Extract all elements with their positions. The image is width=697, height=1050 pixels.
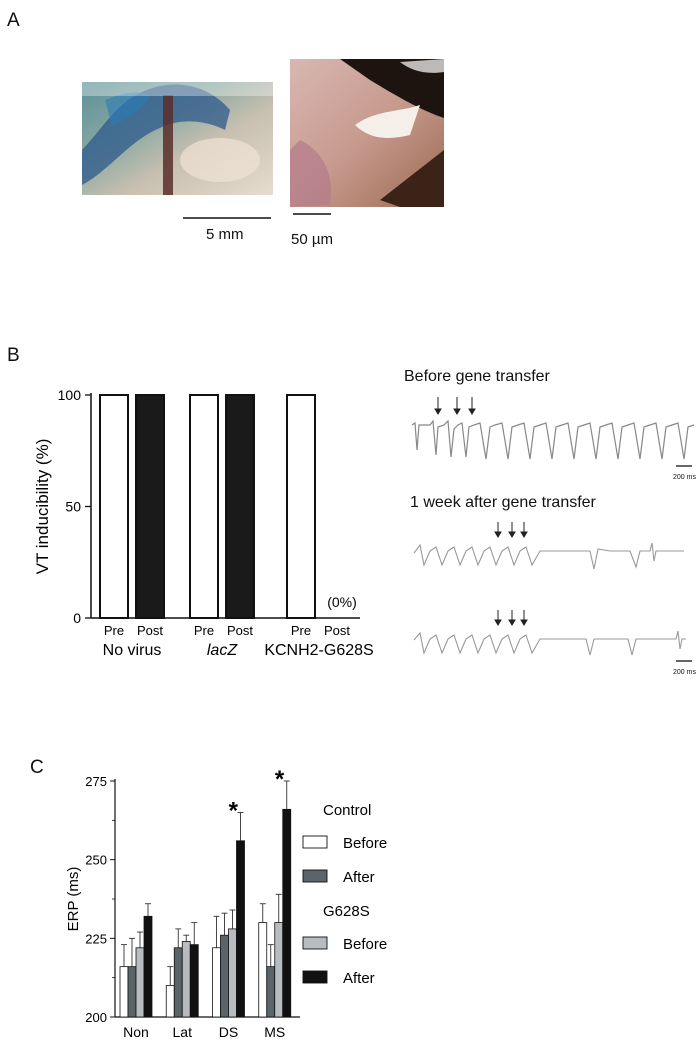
y-tick-label: 225 [85,931,107,946]
legend-label: After [343,970,375,987]
panel-b-label: B [7,345,20,366]
histology-photo [290,59,444,207]
bar [286,394,316,619]
annotation-zero: (0%) [327,594,357,610]
bar [189,944,199,1018]
y-tick-label: 250 [85,853,107,868]
legend-title: G628S [323,903,370,920]
category-label: Non [123,1024,149,1040]
down-arrows-bottom [494,610,528,626]
ecg-trace-before [411,419,695,460]
y-tick-label: 50 [65,499,81,515]
significance-mark: * [275,770,285,793]
legend-label: After [343,869,375,886]
y-tick-label: 100 [58,387,82,403]
legend: Control Before After G628S Before After [302,802,387,987]
scale-label-50um: 50 µm [291,231,333,248]
heart-section-photo [82,82,273,195]
vt-inducibility-chart: 0 50 100 VT inducibility (%) Pre Post No virus… [33,387,374,659]
bar [119,966,129,1018]
scale-label-5mm: 5 mm [206,226,244,243]
bar [173,947,183,1018]
bar [143,915,153,1018]
bar [212,947,221,1018]
bar [181,941,191,1018]
bar-label: Post [324,623,350,638]
group-label: No virus [103,642,162,659]
bar [274,922,284,1018]
bar-label: Post [137,623,163,638]
bar [165,985,175,1018]
trace-title-after: 1 week after gene transfer [410,494,596,511]
bar [258,922,268,1018]
bar [99,394,129,619]
down-arrows-top [434,397,476,415]
bar [220,934,229,1018]
bar-label: Pre [291,623,311,638]
legend-label: Before [343,936,387,953]
panel-a-images [82,59,444,219]
bar [282,808,292,1018]
down-arrows-middle [494,522,528,538]
category-label: Lat [173,1024,193,1040]
group-label: KCNH2-G628S [264,642,373,659]
ecg-traces [411,397,695,662]
legend-swatch [302,835,328,849]
bar [135,394,165,619]
trace-title-before: Before gene transfer [404,368,550,385]
ecg-trace-after-2 [413,630,686,656]
category-label: MS [264,1024,285,1040]
bar [189,394,219,619]
scale-label-200ms-top: 200 ms [673,474,696,481]
y-axis-label: ERP (ms) [65,867,82,932]
legend-swatch [302,936,328,950]
bar [135,947,145,1018]
panel-c-label: C [30,757,44,778]
bar [228,928,237,1018]
legend-swatch [302,970,328,984]
legend-label: Before [343,835,387,852]
legend-title: Control [323,802,371,819]
y-tick-label: 275 [85,774,107,789]
group-label: lacZ [207,642,238,659]
bar [236,840,245,1018]
y-axis-label: VT inducibility (%) [33,439,52,575]
bar-label: Pre [194,623,214,638]
panel-a-label: A [7,10,20,31]
erp-chart: 200 225 250 275 ERP (ms) Non Lat DS * MS * Control B… [65,770,387,1040]
bar [127,966,137,1018]
ecg-trace-after-1 [413,542,684,570]
bar [225,394,255,619]
category-label: DS [219,1024,238,1040]
significance-mark: * [229,797,239,824]
y-tick-label: 200 [85,1010,107,1025]
y-tick-label: 0 [73,610,81,626]
bar-label: Pre [104,623,124,638]
bar-label: Post [227,623,253,638]
bar [266,966,276,1018]
scale-label-200ms-bottom: 200 ms [673,669,696,676]
legend-swatch [302,869,328,883]
